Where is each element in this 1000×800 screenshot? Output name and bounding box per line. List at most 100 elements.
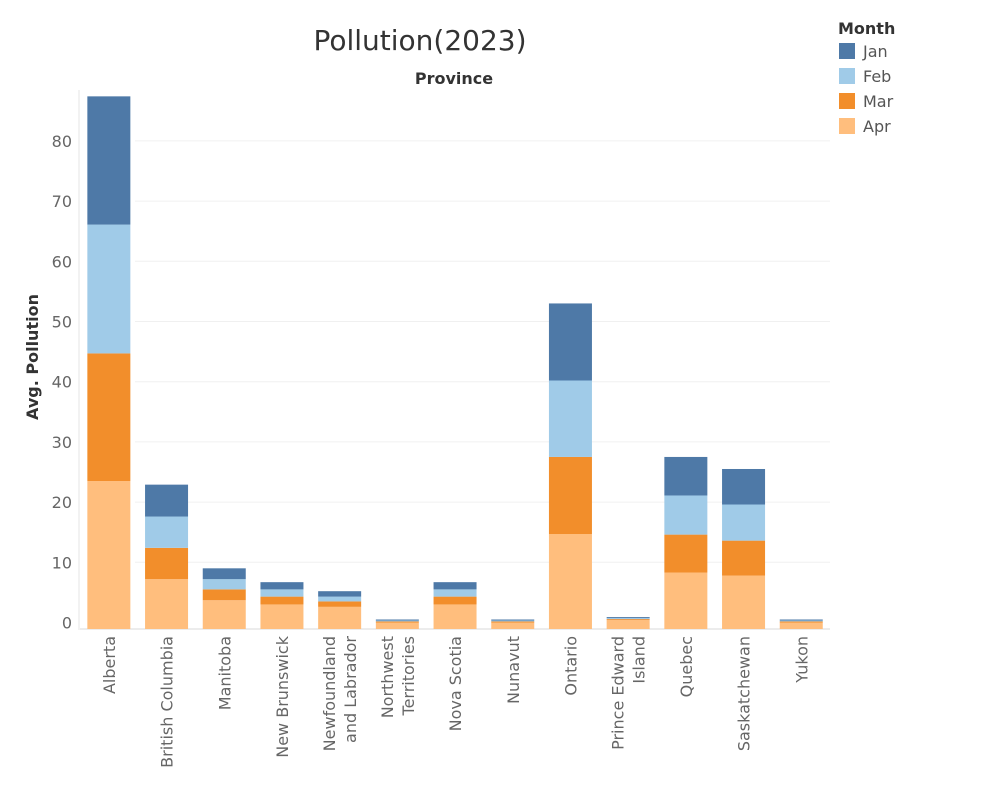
legend-swatch-jan — [839, 43, 855, 59]
legend-swatch-mar — [839, 93, 855, 109]
bar-segment-jan — [548, 303, 592, 381]
bar-segment-mar — [202, 589, 246, 601]
bar-segment-apr — [87, 481, 131, 629]
bar-segment-feb — [145, 516, 189, 548]
x-axis-ticks: Alberta British Columbia Manitoba New Bruns… — [100, 635, 811, 768]
x-tick-label: Territories — [399, 636, 418, 716]
bar-stack-yukon — [779, 619, 823, 629]
bar-stack-saskatchewan — [722, 468, 766, 629]
x-tick-label: Saskatchewan — [735, 636, 754, 751]
bar-segment-jan — [318, 591, 362, 597]
x-tick-label: Prince Edward — [609, 636, 628, 750]
bar-segment-jan — [260, 582, 304, 590]
legend-swatch-feb — [839, 68, 855, 84]
bar-segment-apr — [375, 622, 419, 629]
bar-segment-mar — [260, 596, 304, 605]
bar-segment-jan — [145, 484, 189, 517]
bar-segment-mar — [318, 601, 362, 607]
bar-segment-mar — [87, 353, 131, 482]
bar-segment-jan — [202, 568, 246, 580]
bar-segment-feb — [260, 589, 304, 597]
x-tick-label: British Columbia — [158, 636, 177, 768]
y-tick-label: 30 — [52, 433, 72, 452]
x-tick-label: Newfoundland — [320, 636, 339, 751]
bar-stack-british-columbia — [145, 484, 189, 629]
bar-segment-mar — [548, 456, 592, 535]
y-tick-label: 80 — [52, 132, 72, 151]
bar-segment-jan — [779, 619, 823, 621]
bar-segment-jan — [433, 582, 477, 590]
x-tick-label: Quebec — [677, 636, 696, 697]
bar-segment-feb — [664, 495, 708, 535]
bar-segment-apr — [318, 606, 362, 629]
y-tick-label: 70 — [52, 192, 72, 211]
bar-segment-mar — [433, 596, 477, 605]
bar-segment-apr — [260, 604, 304, 629]
bar-segment-apr — [606, 620, 650, 629]
bar-segment-feb — [375, 620, 419, 622]
bar-stack-ontario — [548, 303, 592, 629]
bar-stack-alberta — [87, 96, 131, 629]
bar-segment-feb — [202, 579, 246, 590]
x-tick-label: Yukon — [792, 636, 811, 684]
x-tick-label: Manitoba — [215, 636, 234, 710]
bar-stack-northwest-territories — [375, 619, 419, 629]
bar-segment-apr — [548, 534, 592, 629]
bar-segment-jan — [491, 619, 535, 621]
bar-segment-mar — [145, 547, 189, 580]
bar-segment-mar — [491, 621, 535, 623]
gridlines — [80, 140, 830, 630]
x-tick-label: Alberta — [100, 636, 119, 694]
y-tick-label: 40 — [52, 373, 72, 392]
legend-label-mar: Mar — [863, 92, 894, 111]
bar-segment-feb — [779, 620, 823, 622]
x-tick-label: Nunavut — [504, 636, 523, 704]
y-tick-label: 0 — [62, 614, 72, 633]
bar-segment-apr — [202, 600, 246, 629]
bar-stack-new-brunswick — [260, 582, 304, 629]
bar-segment-feb — [491, 620, 535, 622]
bar-segment-mar — [779, 621, 823, 623]
y-axis-ticks: 0 10 20 30 40 50 60 70 80 — [52, 132, 72, 633]
chart-title: Pollution(2023) — [313, 24, 526, 57]
legend-label-feb: Feb — [863, 67, 891, 86]
bar-segment-apr — [491, 622, 535, 629]
bar-segment-jan — [375, 619, 419, 621]
bar-segment-mar — [375, 621, 419, 623]
bar-segment-feb — [318, 596, 362, 602]
bar-segment-apr — [433, 604, 477, 629]
bar-stack-manitoba — [202, 568, 246, 629]
y-tick-label: 60 — [52, 252, 72, 271]
x-tick-label: Island — [630, 636, 649, 684]
y-tick-label: 20 — [52, 493, 72, 512]
bar-segment-jan — [87, 96, 131, 225]
legend-label-jan: Jan — [862, 42, 888, 61]
x-tick-label: Northwest — [378, 636, 397, 718]
bar-segment-jan — [722, 468, 766, 505]
column-header: Province — [415, 69, 493, 88]
x-tick-label: Ontario — [561, 636, 580, 696]
bar-segment-jan — [606, 617, 650, 619]
legend-title: Month — [838, 19, 895, 38]
legend-label-apr: Apr — [863, 117, 891, 136]
bar-stack-nunavut — [491, 619, 535, 629]
bar-segment-feb — [548, 380, 592, 457]
legend-swatch-apr — [839, 118, 855, 134]
bar-segment-apr — [722, 575, 766, 629]
y-axis-label: Avg. Pollution — [23, 294, 42, 420]
y-tick-label: 50 — [52, 313, 72, 332]
x-tick-label: New Brunswick — [273, 635, 292, 757]
bar-segment-feb — [722, 504, 766, 541]
bar-stack-quebec — [664, 456, 708, 629]
bar-segment-apr — [779, 622, 823, 629]
bar-segment-mar — [722, 540, 766, 576]
bar-segment-feb — [87, 224, 131, 354]
bar-stack-nova-scotia — [433, 582, 477, 629]
bar-segment-apr — [664, 572, 708, 629]
bar-segment-feb — [606, 618, 650, 620]
bar-stack-prince-edward-island — [606, 617, 650, 629]
x-tick-label: Nova Scotia — [446, 636, 465, 731]
bars-group — [87, 96, 823, 629]
bar-segment-apr — [145, 579, 189, 629]
